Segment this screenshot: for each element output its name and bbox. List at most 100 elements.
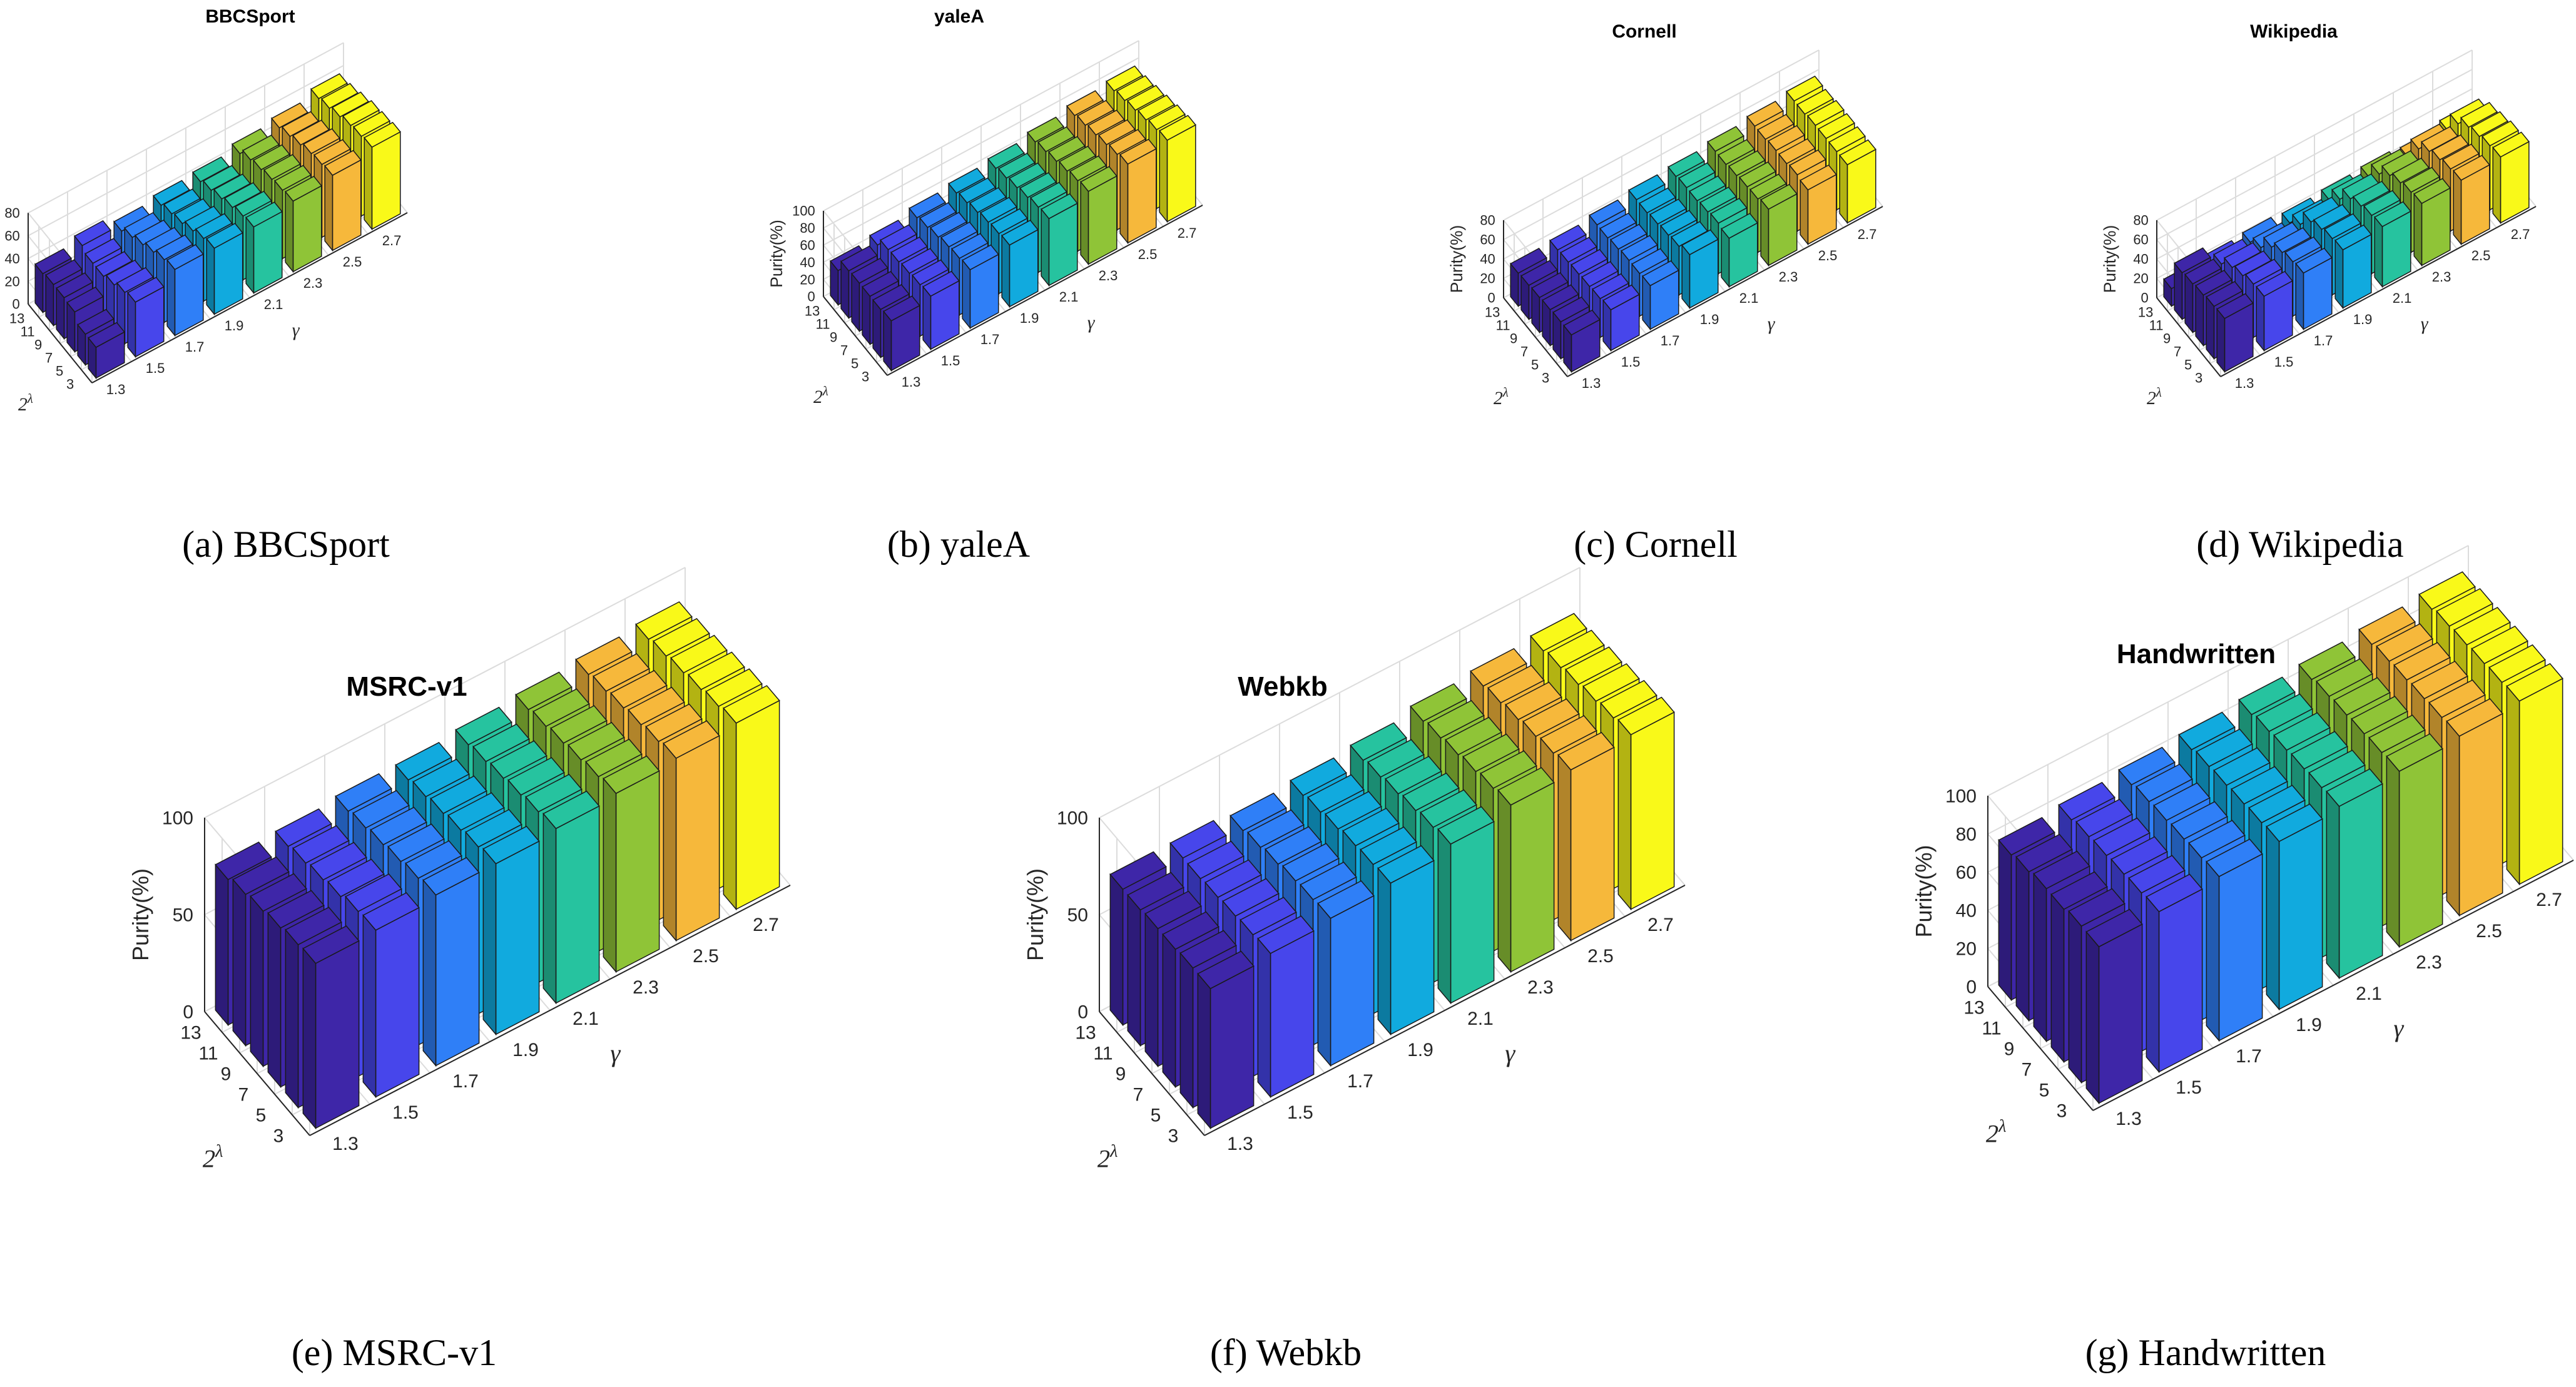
bar [1159, 114, 1196, 223]
z-tick-label: 60 [800, 238, 815, 253]
bar-top [840, 245, 878, 272]
x-axis-label: γ [1087, 313, 1096, 333]
bar [2413, 178, 2451, 267]
bar-top [1222, 878, 1280, 917]
x-axis-label: γ [610, 1039, 621, 1067]
bar-side [2453, 169, 2462, 246]
y-tick-label: 5 [256, 1105, 267, 1126]
z-axis-label: Purity(%) [1022, 868, 1048, 961]
bar-top [909, 192, 946, 219]
x-tick-label: 1.9 [1700, 312, 1719, 327]
bar-top [274, 165, 312, 191]
z-tick-label: 100 [1945, 786, 1977, 807]
bar-top [1796, 88, 1834, 115]
bar-top [1497, 767, 1555, 806]
bar-side [1109, 873, 1124, 1027]
bar [542, 790, 600, 1005]
x-tick-label: 2.3 [2416, 952, 2442, 973]
bar-top [203, 165, 240, 191]
y-axis-label: 2λ [1986, 1117, 2007, 1148]
bar-top [1510, 248, 1547, 274]
bar-top [206, 223, 243, 249]
x-tick-label: 1.7 [2314, 333, 2333, 348]
bar-top [1602, 284, 1640, 311]
bar-top [1480, 750, 1537, 789]
y-tick-label: 11 [2149, 317, 2164, 333]
bar-top [2093, 817, 2151, 856]
x-axis-line [2220, 206, 2537, 377]
bar-top [490, 740, 547, 779]
bar-side [1760, 198, 1769, 267]
bar-side [1159, 129, 1168, 223]
x-tick-label: 2.5 [1587, 946, 1614, 967]
bar-top [370, 806, 427, 846]
bar-face [315, 940, 360, 1129]
bar-top [2188, 820, 2246, 859]
bar [1437, 806, 1495, 1005]
bar-face [1510, 781, 1555, 973]
y-tick-label: 3 [2057, 1101, 2067, 1122]
bar-face [1570, 746, 1615, 942]
bar [245, 201, 283, 295]
bar-top [253, 144, 290, 171]
bar-top [1290, 757, 1347, 796]
y-tick-label: 13 [180, 1023, 201, 1044]
bar-side [245, 216, 255, 295]
bar-top [342, 99, 380, 126]
y-tick-label: 5 [1531, 357, 1539, 372]
x-tick-label: 1.7 [452, 1071, 479, 1092]
bar-face [435, 871, 480, 1067]
bar-top [215, 841, 272, 880]
bar-top [1531, 272, 1569, 298]
bar-side [1080, 180, 1089, 266]
bar-side [2068, 910, 2082, 1084]
bar-top [2453, 155, 2490, 181]
bar-side [2216, 307, 2226, 373]
bar-side [1119, 153, 1129, 245]
y-axis-label: 2λ [18, 391, 33, 415]
bar-top [1041, 193, 1078, 220]
bar [1557, 731, 1615, 942]
bar-side [2206, 295, 2215, 360]
y-axis-line [1099, 1011, 1205, 1136]
bar-side [232, 878, 247, 1047]
bar-top [1540, 715, 1597, 754]
bar [1001, 220, 1039, 308]
x-tick-label: 2.5 [343, 254, 362, 270]
z-tick-label: 80 [1480, 213, 1495, 228]
bar-side [1617, 718, 1632, 911]
x-tick-label: 1.7 [2236, 1046, 2262, 1067]
bar-top [156, 234, 193, 261]
x-tick-label: 2.3 [633, 977, 659, 998]
bar-top [1828, 126, 1866, 153]
x-axis-label: γ [1505, 1039, 1515, 1067]
bar-top [1069, 155, 1107, 181]
y-axis-line [204, 1011, 310, 1136]
chart-title: Handwritten [2117, 639, 2276, 669]
bar-top [1187, 840, 1245, 880]
bar-top [235, 190, 272, 217]
bar-side [1497, 788, 1512, 973]
y-axis-line [823, 296, 888, 376]
bar-top [1621, 235, 1658, 262]
z-tick-label: 0 [183, 1002, 193, 1023]
bar [2326, 768, 2383, 980]
bar-top [542, 790, 600, 830]
bar-side [2015, 855, 2030, 1022]
bar-top [1718, 139, 1755, 165]
bar-top [275, 808, 332, 847]
bar-side [1144, 912, 1159, 1068]
subfigure-caption: (d) Wikipedia [2196, 524, 2403, 565]
bar-side [215, 863, 229, 1027]
chart-title: BBCSport [205, 6, 295, 27]
bar-top [2316, 658, 2373, 697]
x-tick-label: 1.5 [1621, 354, 1641, 370]
bar-top [1631, 248, 1669, 275]
bar [2374, 201, 2411, 288]
x-tick-label: 2.7 [2511, 226, 2530, 242]
z-tick-label: 40 [1956, 901, 1977, 922]
bar-top [2174, 247, 2211, 273]
bar-side [962, 258, 971, 330]
bar-top [1998, 816, 2055, 856]
